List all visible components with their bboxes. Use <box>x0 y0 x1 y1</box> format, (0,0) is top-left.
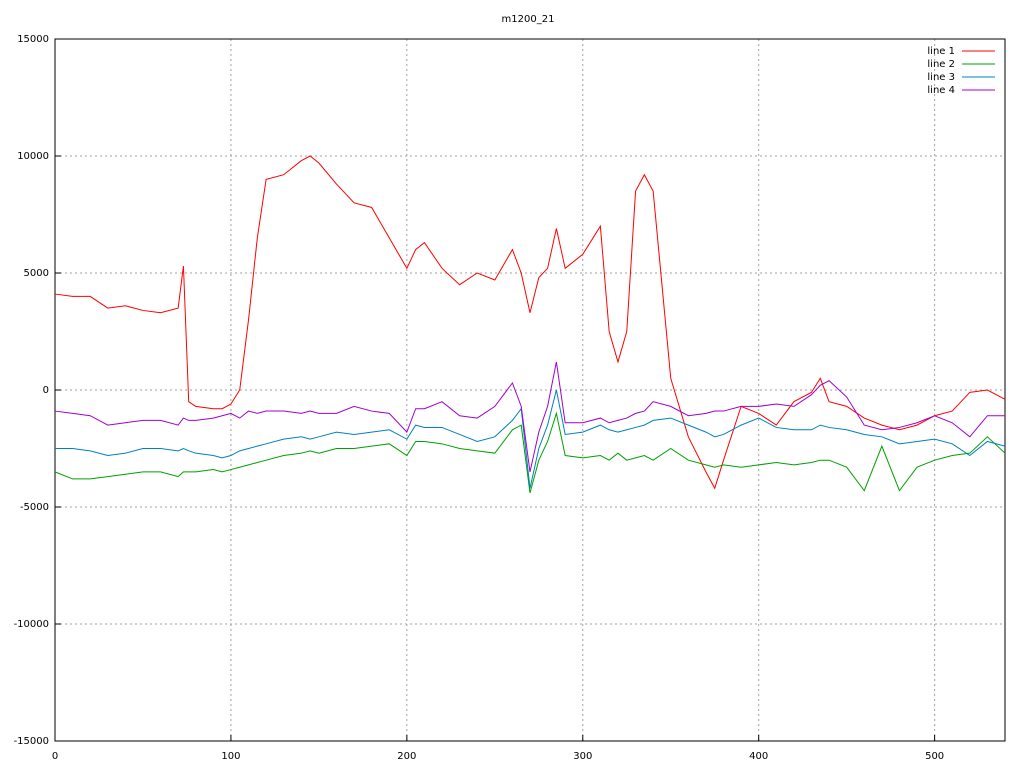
legend-label: line 1 <box>927 46 955 57</box>
series-line <box>55 389 1006 489</box>
y-tick-label: 15000 <box>17 34 49 45</box>
x-tick-label: 400 <box>749 751 768 762</box>
x-tick-label: 200 <box>397 751 416 762</box>
x-tick-label: 100 <box>221 751 240 762</box>
series-line <box>54 155 1006 490</box>
chart-title: m1200_21 <box>502 14 555 25</box>
y-tick-label: -5000 <box>20 502 49 513</box>
legend-label: line 3 <box>927 72 955 83</box>
series-line <box>54 361 1005 473</box>
legend-label: line 2 <box>927 59 955 70</box>
y-tick-label: 0 <box>43 385 49 396</box>
y-tick-label: 5000 <box>24 268 49 279</box>
plot-border <box>54 38 1006 742</box>
y-tick-label: -10000 <box>14 619 49 630</box>
y-tick-label: 10000 <box>17 151 49 162</box>
x-tick-label: 500 <box>925 751 944 762</box>
x-tick-label: 0 <box>52 751 58 762</box>
x-tick-label: 300 <box>573 751 592 762</box>
legend-label: line 4 <box>927 85 955 96</box>
y-tick-label: -15000 <box>14 736 49 747</box>
series-line <box>54 411 1006 494</box>
